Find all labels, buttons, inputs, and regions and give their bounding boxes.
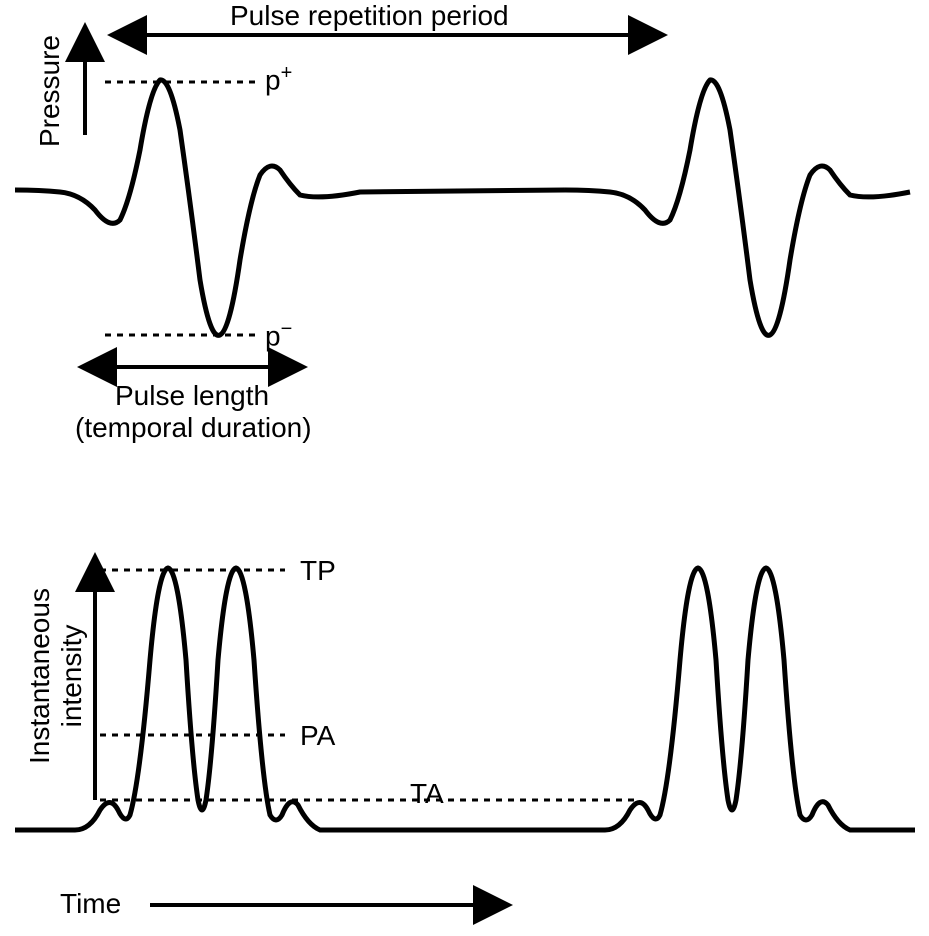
pulse-length-label-2: (temporal duration) bbox=[75, 412, 312, 444]
pulse-repetition-label: Pulse repetition period bbox=[230, 0, 509, 32]
time-label: Time bbox=[60, 888, 121, 920]
p-plus-label: p+ bbox=[265, 62, 292, 96]
diagram-svg bbox=[0, 0, 929, 936]
ultrasound-pulse-diagram: Pressure Pulse repetition period p+ p− P… bbox=[0, 0, 929, 936]
ta-label: TA bbox=[410, 778, 444, 810]
pressure-pulse-2 bbox=[565, 80, 910, 335]
pressure-ylabel: Pressure bbox=[34, 31, 66, 151]
intensity-ylabel-1: Instantaneous bbox=[24, 576, 56, 776]
pa-label: PA bbox=[300, 720, 335, 752]
intensity-ylabel-2: intensity bbox=[56, 576, 88, 776]
pulse-length-label-1: Pulse length bbox=[115, 380, 269, 412]
intensity-pulse-2 bbox=[570, 568, 915, 830]
p-minus-label: p− bbox=[265, 318, 292, 352]
pressure-pulse-1 bbox=[15, 80, 565, 335]
intensity-pulse-1 bbox=[15, 568, 570, 830]
tp-label: TP bbox=[300, 555, 336, 587]
